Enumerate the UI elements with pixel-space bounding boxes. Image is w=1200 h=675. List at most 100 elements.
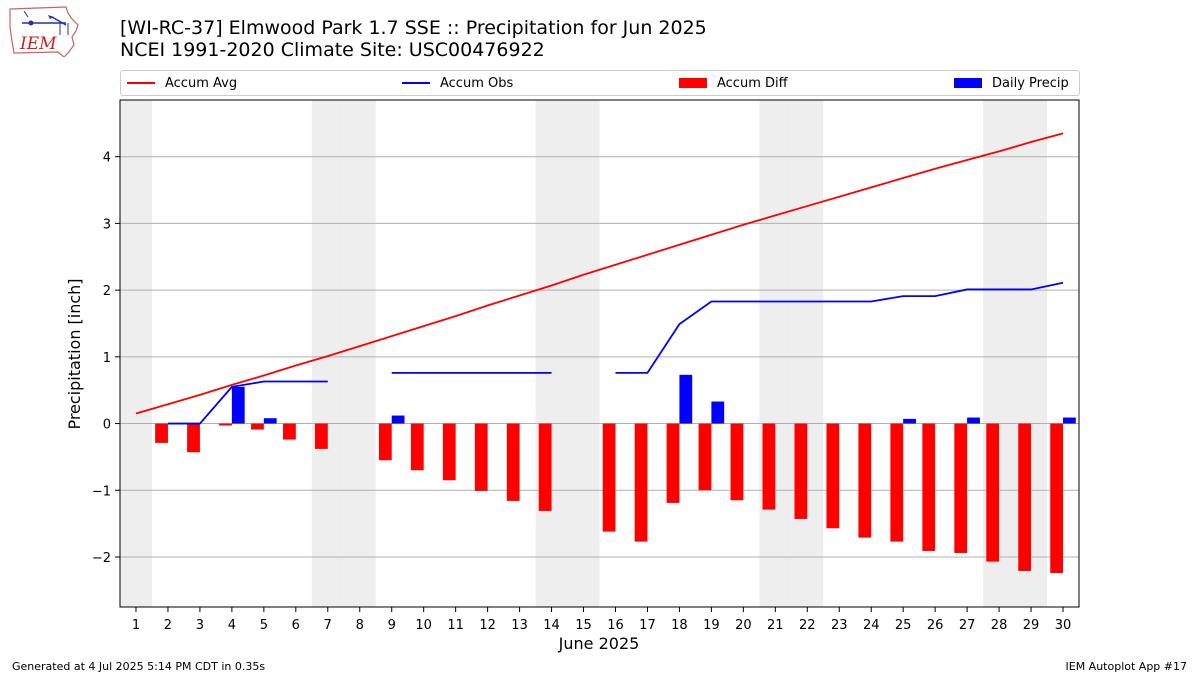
accum-diff-bar bbox=[698, 423, 712, 491]
x-tick-label: 25 bbox=[895, 618, 912, 633]
weekend-shade bbox=[791, 100, 824, 607]
x-tick-label: 17 bbox=[639, 618, 656, 633]
accum-diff-bar bbox=[251, 423, 264, 430]
x-tick-label: 11 bbox=[447, 618, 464, 633]
accum-diff-bar bbox=[378, 423, 392, 461]
x-tick-label: 30 bbox=[1055, 618, 1072, 633]
weekend-shade bbox=[759, 100, 792, 607]
x-tick-label: 7 bbox=[324, 618, 332, 633]
iem-logo: IEM bbox=[8, 5, 82, 61]
legend: Accum Avg Accum Obs Accum Diff Daily Pre… bbox=[120, 70, 1080, 96]
x-tick-label: 24 bbox=[863, 618, 880, 633]
accum-diff-bar bbox=[283, 423, 296, 440]
x-tick-label: 6 bbox=[292, 618, 300, 633]
grid-lines bbox=[120, 156, 1079, 558]
x-tick-label: 29 bbox=[1023, 618, 1040, 633]
accum-diff-bar bbox=[954, 423, 968, 553]
legend-label: Accum Obs bbox=[440, 75, 514, 91]
daily-precip-bar bbox=[391, 415, 405, 424]
legend-swatch bbox=[679, 78, 707, 88]
legend-label: Accum Diff bbox=[717, 75, 788, 91]
accum-diff-bar bbox=[474, 423, 488, 491]
accum-diff-bar bbox=[314, 423, 328, 449]
x-tick-label: 19 bbox=[703, 618, 720, 633]
accum-diff-bar bbox=[410, 423, 424, 471]
accum-diff-bar bbox=[1050, 423, 1064, 573]
accum-diff-bar bbox=[506, 423, 520, 501]
y-tick-label: 2 bbox=[103, 284, 111, 299]
x-tick-label: 28 bbox=[991, 618, 1008, 633]
accum-obs-line bbox=[167, 380, 328, 425]
chart-title: [WI-RC-37] Elmwood Park 1.7 SSE :: Preci… bbox=[120, 17, 707, 39]
x-tick-label: 26 bbox=[927, 618, 944, 633]
x-tick-label: 12 bbox=[479, 618, 496, 633]
x-axis-label: June 2025 bbox=[558, 634, 640, 653]
accum-diff-bar bbox=[155, 423, 168, 443]
accum-diff-bar bbox=[794, 423, 808, 519]
x-tick-label: 10 bbox=[415, 618, 432, 633]
legend-item-accum-obs: Accum Obs bbox=[402, 71, 513, 95]
x-tick-label: 1 bbox=[132, 618, 140, 633]
accum-diff-bar bbox=[187, 423, 200, 453]
accum-diff-bar bbox=[858, 423, 872, 538]
line-series bbox=[135, 132, 1064, 425]
y-tick-label: 0 bbox=[103, 418, 111, 433]
logo-text: IEM bbox=[19, 34, 57, 54]
x-axis-ticks: 1 2 3 4 5 6 7 8 9 10 11 12 13 14 15 16 17 18 19 20 21 22 23 24 2… bbox=[132, 607, 1071, 633]
accum-diff-bar bbox=[826, 423, 840, 529]
legend-item-daily-precip: Daily Precip bbox=[954, 71, 1069, 95]
accum-diff-bar bbox=[922, 423, 936, 551]
x-tick-label: 9 bbox=[388, 618, 396, 633]
accum-diff-bar bbox=[730, 423, 744, 501]
bar-series bbox=[155, 374, 1076, 573]
x-tick-label: 22 bbox=[799, 618, 816, 633]
accum-diff-bar bbox=[442, 423, 456, 481]
legend-swatch bbox=[954, 78, 982, 88]
y-tick-label: 4 bbox=[103, 151, 111, 166]
x-tick-label: 20 bbox=[735, 618, 752, 633]
accum-diff-bar bbox=[634, 423, 648, 542]
accum-diff-bar bbox=[890, 423, 904, 542]
y-axis-label: Precipitation [inch] bbox=[65, 278, 84, 429]
x-tick-label: 27 bbox=[959, 618, 976, 633]
daily-precip-bar bbox=[263, 418, 277, 424]
x-tick-label: 16 bbox=[607, 618, 624, 633]
weekend-shade bbox=[535, 100, 568, 607]
legend-swatch bbox=[402, 82, 430, 84]
x-tick-label: 5 bbox=[260, 618, 268, 633]
accum-diff-bar bbox=[986, 423, 1000, 562]
daily-precip-bar bbox=[679, 374, 693, 424]
x-tick-label: 8 bbox=[356, 618, 364, 633]
y-tick-label: −1 bbox=[92, 484, 111, 499]
accum-diff-bar bbox=[219, 423, 232, 426]
weekend-shade bbox=[343, 100, 376, 607]
x-tick-label: 21 bbox=[767, 618, 784, 633]
y-tick-label: −2 bbox=[92, 551, 111, 566]
legend-label: Daily Precip bbox=[992, 75, 1069, 91]
legend-item-accum-diff: Accum Diff bbox=[679, 71, 788, 95]
daily-precip-bar bbox=[231, 386, 245, 424]
accum-obs-line bbox=[615, 281, 1064, 374]
chart-subtitle: NCEI 1991-2020 Climate Site: USC00476922 bbox=[120, 39, 545, 61]
plot-frame bbox=[119, 99, 1080, 608]
legend-label: Accum Avg bbox=[165, 75, 238, 91]
legend-item-accum-avg: Accum Avg bbox=[127, 71, 237, 95]
accum-diff-bar bbox=[602, 423, 616, 532]
x-tick-label: 4 bbox=[228, 618, 236, 633]
x-tick-label: 15 bbox=[575, 618, 592, 633]
x-tick-label: 3 bbox=[196, 618, 204, 633]
daily-precip-bar bbox=[711, 401, 725, 424]
legend-swatch bbox=[127, 82, 155, 84]
y-tick-label: 1 bbox=[103, 351, 111, 366]
app-credit: IEM Autoplot App #17 bbox=[1065, 660, 1188, 673]
accum-diff-bar bbox=[762, 423, 776, 510]
weekend-shade bbox=[120, 100, 152, 607]
y-tick-label: 3 bbox=[103, 217, 111, 232]
iowa-outline-icon: IEM bbox=[9, 6, 79, 58]
daily-precip-bar bbox=[1063, 417, 1076, 424]
weekend-shade bbox=[567, 100, 600, 607]
generated-timestamp: Generated at 4 Jul 2025 5:14 PM CDT in 0… bbox=[12, 660, 266, 673]
x-tick-label: 13 bbox=[511, 618, 528, 633]
x-tick-label: 14 bbox=[543, 618, 560, 633]
